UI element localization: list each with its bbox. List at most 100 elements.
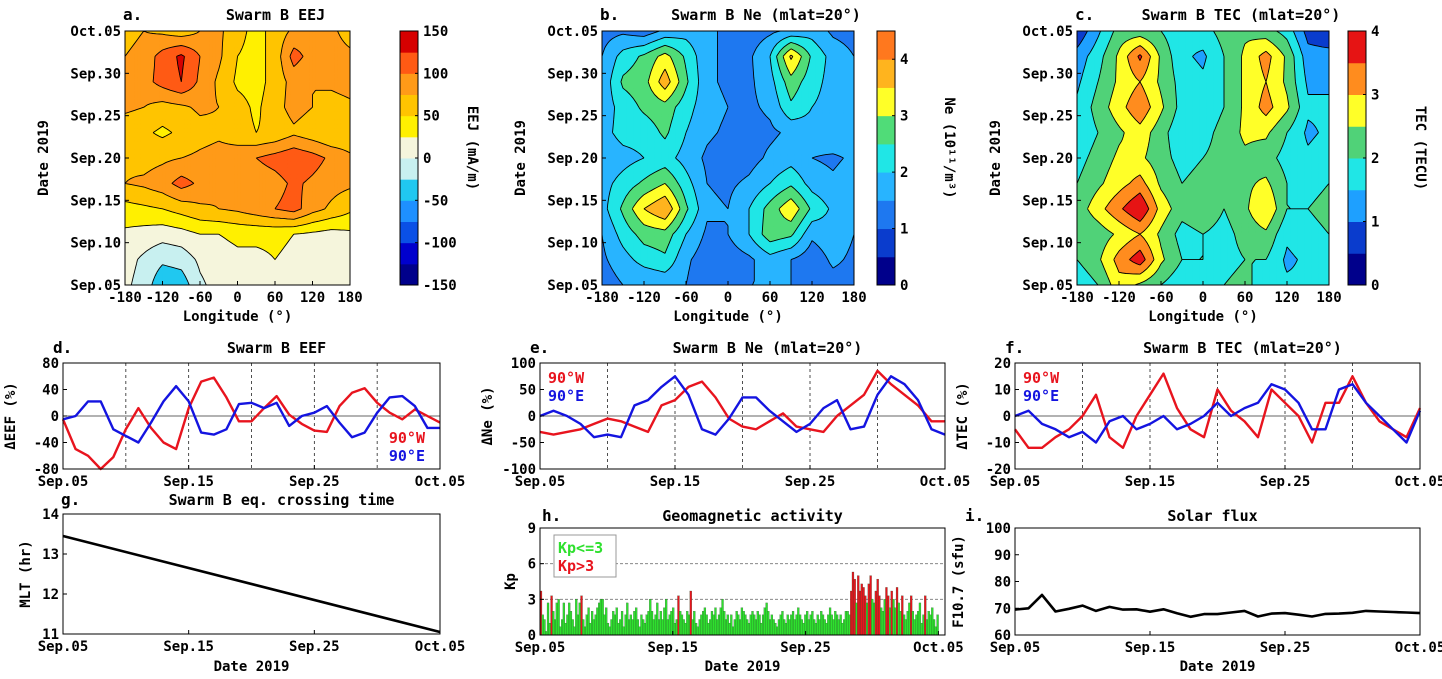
- x-tick-label: Oct.05: [415, 474, 466, 490]
- x-tick-label: Oct.05: [913, 640, 964, 656]
- x-tick-label: -60: [187, 290, 212, 306]
- x-axis-label: Date 2019: [1180, 659, 1256, 675]
- x-tick-label: Sep.15: [1125, 640, 1176, 656]
- y-axis-label: F10.7 (sfu): [951, 535, 967, 628]
- colorbar-segment: [400, 137, 418, 159]
- panel-title: Swarm B EEJ: [226, 6, 325, 24]
- colorbar-segment: [400, 31, 418, 53]
- colorbar-label: Ne (10¹¹/m³): [941, 97, 957, 198]
- panel-label: d.: [53, 338, 72, 357]
- colorbar-tick-label: 4: [900, 52, 908, 68]
- colorbar-tick-label: 2: [1371, 151, 1379, 167]
- panel-title: Swarm B EEF: [227, 339, 326, 357]
- y-tick-label: 0: [1003, 409, 1011, 425]
- colorbar-segment: [1348, 158, 1366, 190]
- x-tick-label: Sep.15: [647, 640, 698, 656]
- y-tick-label: Sep.25: [547, 109, 598, 125]
- x-axis-label: Longitude (°): [673, 309, 783, 325]
- x-tick-label: Sep.15: [163, 639, 214, 655]
- y-axis-label: MLT (hr): [18, 540, 34, 607]
- panel-c: -180 -120 -60 0 60 120 180Sep.05Sep.10Sep.15Se…: [988, 5, 1428, 325]
- x-tick-label: Sep.25: [1260, 474, 1311, 490]
- colorbar-segment: [877, 229, 895, 258]
- panel-title: Swarm B eq. crossing time: [169, 491, 395, 509]
- legend-entry: 90°E: [1023, 387, 1059, 405]
- x-tick-label: Sep.15: [650, 474, 701, 490]
- x-tick-label: 180: [337, 290, 362, 306]
- x-tick-label: Sep.25: [289, 639, 340, 655]
- y-tick-label: Oct.05: [70, 24, 121, 40]
- y-tick-label: 40: [42, 383, 59, 399]
- y-tick-label: 0: [51, 409, 59, 425]
- panel-title: Geomagnetic activity: [662, 507, 843, 525]
- plot-frame: [63, 514, 440, 634]
- y-tick-label: Sep.10: [70, 236, 121, 252]
- colorbar-segment: [1348, 126, 1366, 158]
- legend-entry: 90°W: [548, 369, 585, 387]
- x-tick-label: 60: [267, 290, 284, 306]
- x-tick-label: 120: [300, 290, 325, 306]
- panel-title: Swarm B TEC (mlat=20°): [1142, 6, 1341, 24]
- panel-label: i.: [965, 506, 984, 525]
- legend-entry: 90°E: [389, 447, 425, 465]
- y-axis-label: ΔNe (%): [480, 386, 496, 445]
- colorbar-tick-label: 100: [423, 66, 448, 82]
- colorbar-tick-label: 1: [1371, 215, 1379, 231]
- x-tick-label: Sep.05: [990, 640, 1041, 656]
- colorbar-segment: [877, 257, 895, 286]
- y-axis-label: Date 2019: [988, 120, 1004, 196]
- colorbar-segment: [877, 59, 895, 88]
- y-tick-label: 80: [994, 575, 1011, 591]
- colorbar-segment: [400, 243, 418, 265]
- colorbar-tick-label: -50: [423, 193, 448, 209]
- colorbar-segment: [877, 87, 895, 116]
- legend-entry: Kp<=3: [558, 539, 603, 557]
- x-tick-label: -60: [673, 290, 698, 306]
- y-tick-label: -40: [34, 436, 59, 452]
- colorbar-tick-label: -100: [423, 236, 457, 252]
- x-axis-label: Date 2019: [214, 659, 290, 675]
- y-tick-label: Sep.15: [1022, 193, 1073, 209]
- legend-entry: Kp>3: [558, 557, 594, 575]
- x-tick-label: -120: [146, 290, 180, 306]
- x-tick-label: Sep.25: [785, 474, 836, 490]
- panel-title: Swarm B TEC (mlat=20°): [1143, 339, 1342, 357]
- x-axis-label: Longitude (°): [183, 309, 293, 325]
- colorbar-segment: [400, 200, 418, 222]
- colorbar-segment: [1348, 190, 1366, 222]
- x-tick-label: Sep.15: [1125, 474, 1176, 490]
- colorbar-tick-label: 0: [900, 278, 908, 294]
- x-axis-label: Longitude (°): [1148, 309, 1258, 325]
- colorbar-tick-label: 0: [1371, 278, 1379, 294]
- x-tick-label: Oct.05: [1395, 640, 1442, 656]
- y-axis-label: Kp: [503, 573, 519, 590]
- x-tick-label: Sep.05: [990, 474, 1041, 490]
- panel-label: a.: [123, 5, 142, 24]
- x-tick-label: 180: [841, 290, 866, 306]
- panel-a: -180 -120 -60 0 60 120 180Sep.05Sep.10Sep.15Se…: [36, 5, 480, 325]
- colorbar-tick-label: 3: [900, 109, 908, 125]
- y-axis-label: Date 2019: [513, 120, 529, 196]
- colorbar-segment: [400, 158, 418, 180]
- x-tick-label: Sep.05: [38, 474, 89, 490]
- x-tick-label: Sep.15: [163, 474, 214, 490]
- x-tick-label: 0: [233, 290, 241, 306]
- x-tick-label: 60: [762, 290, 779, 306]
- panel-label: g.: [61, 490, 80, 509]
- y-tick-label: 0: [528, 409, 536, 425]
- y-tick-label: Sep.10: [1022, 236, 1073, 252]
- y-tick-label: 10: [994, 383, 1011, 399]
- colorbar-segment: [400, 116, 418, 138]
- colorbar-segment: [1348, 222, 1366, 254]
- x-tick-label: 60: [1237, 290, 1254, 306]
- y-tick-label: 50: [519, 383, 536, 399]
- contour-field: [125, 31, 350, 285]
- x-tick-label: Oct.05: [920, 474, 971, 490]
- y-tick-label: -50: [511, 436, 536, 452]
- colorbar-segment: [877, 144, 895, 173]
- colorbar-segment: [877, 172, 895, 201]
- x-axis-label: Date 2019: [705, 659, 781, 675]
